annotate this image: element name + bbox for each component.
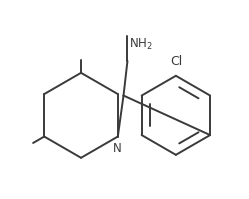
Text: Cl: Cl [170, 55, 182, 68]
Text: N: N [113, 142, 121, 155]
Text: NH$_2$: NH$_2$ [129, 37, 153, 52]
